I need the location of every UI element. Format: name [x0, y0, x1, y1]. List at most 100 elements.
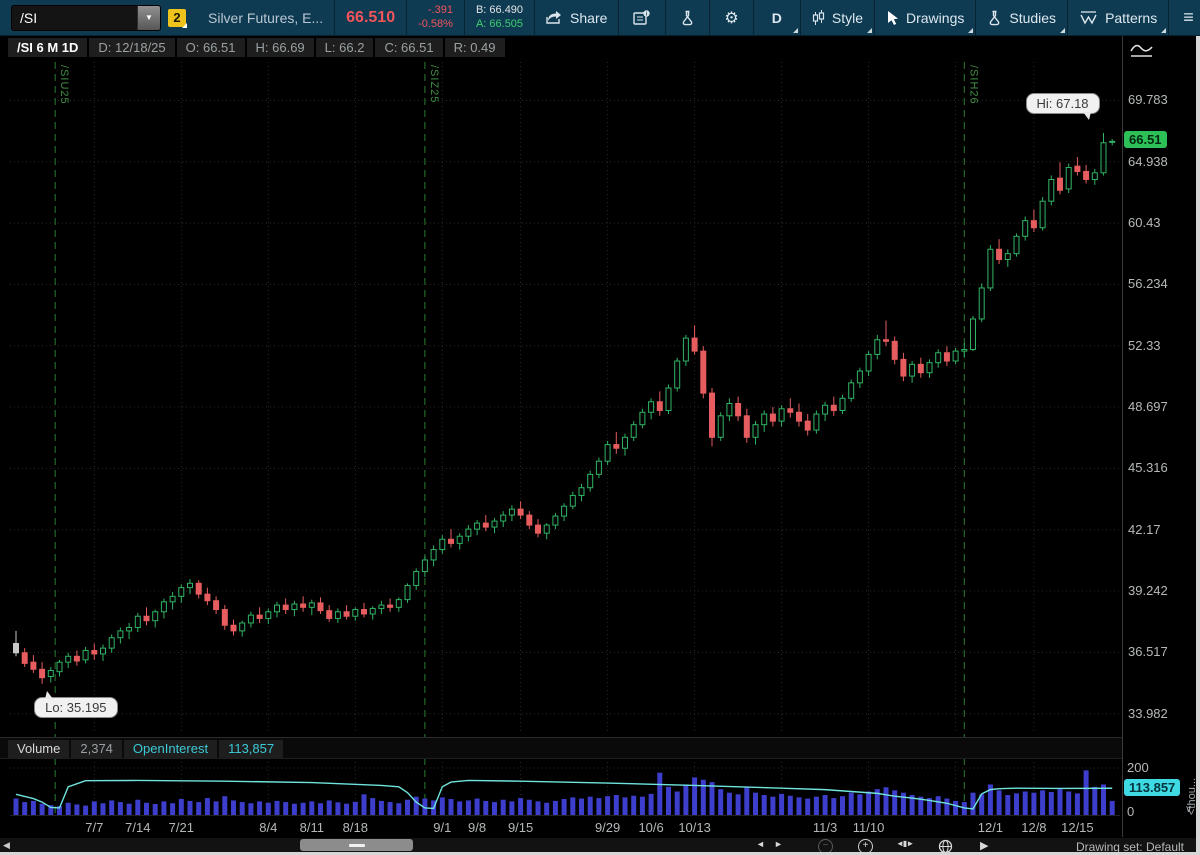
price-tick-label: 33.982 [1128, 705, 1168, 721]
bottom-scroll-bar [0, 838, 1196, 852]
timeframe-label: D [771, 9, 782, 26]
window-border-bottom [0, 852, 1200, 855]
reports-button[interactable]: i [619, 0, 667, 35]
time-tick-label: 9/1 [433, 820, 452, 835]
time-tick-label: 7/21 [168, 820, 194, 835]
volume-axis-max: 200 [1127, 760, 1149, 775]
low-annotation: Lo: 35.195 [34, 690, 118, 718]
time-tick-label: 9/8 [468, 820, 487, 835]
price-change: -.391 [427, 4, 453, 17]
bar-width-icon[interactable]: ◄▮► [896, 839, 914, 848]
open-interest-value: 113,857 [219, 740, 284, 758]
studies-flask-icon [987, 10, 1002, 26]
studies-button[interactable]: Studies [976, 0, 1069, 35]
price-tick-label: 64.938 [1128, 153, 1168, 169]
volume-header: Volume 2,374 OpenInterest 113,857 [0, 737, 1122, 759]
scroll-left-arrow-icon[interactable]: ◀ [3, 840, 10, 850]
drawings-label: Drawings [906, 9, 965, 26]
last-price: 66.510 [346, 8, 396, 26]
drawings-button[interactable]: Drawings [875, 0, 977, 35]
price-tick-label: 39.242 [1128, 583, 1168, 599]
symbol-input[interactable]: /SI ▼ [11, 4, 161, 31]
time-tick-label: 8/4 [259, 820, 278, 835]
ohlc-low: L: 66.2 [315, 38, 374, 57]
price-tick-label: 45.316 [1128, 460, 1168, 476]
pan-right-icon[interactable]: ► [774, 839, 783, 849]
time-tick-label: 8/11 [299, 820, 324, 835]
ohlc-open: O: 66.51 [176, 38, 245, 57]
flask-icon [680, 10, 695, 26]
bid-value: B: 66.490 [475, 4, 524, 17]
price-tick-label: 60.43 [1128, 215, 1161, 231]
price-tick-label: 52.33 [1128, 337, 1161, 353]
linked-count-badge[interactable]: 2 [168, 8, 187, 28]
share-icon [546, 10, 563, 25]
play-forward-icon[interactable]: ▶ [980, 840, 989, 852]
share-button[interactable]: Share [535, 0, 620, 35]
gear-icon: ⚙ [724, 9, 739, 27]
news-report-icon: i [633, 9, 651, 26]
window-border-right [1196, 36, 1200, 855]
style-label: Style [831, 9, 863, 26]
time-tick-label: 9/15 [507, 820, 534, 835]
patterns-button[interactable]: Patterns [1068, 0, 1170, 35]
last-price-cell: 66.510 [335, 0, 408, 35]
svg-text:i: i [646, 11, 648, 17]
price-tick-label: 42.17 [1128, 521, 1161, 537]
bid-ask-cell: B: 66.490 A: 66.505 [465, 0, 536, 35]
symbol-dropdown-button[interactable]: ▼ [137, 5, 160, 30]
symbol-cell: /SI ▼ 2 [0, 0, 197, 35]
chart-menu-button[interactable]: ≡ [1169, 0, 1200, 35]
analyze-button[interactable] [666, 0, 711, 35]
high-annotation: Hi: 67.18 [1025, 92, 1100, 120]
time-tick-label: 11/3 [812, 820, 838, 835]
time-tick-label: 10/6 [638, 820, 664, 835]
price-tick-label: 69.783 [1128, 92, 1168, 108]
contract-roll-label: /SIU25 [58, 65, 71, 105]
symbol-description-cell: Silver Futures, E... [197, 0, 336, 35]
patterns-label: Patterns [1105, 9, 1158, 26]
ohlc-high: H: 66.69 [246, 38, 314, 57]
time-axis[interactable]: 7/7 7/14 7/21 8/4 8/11 8/18 9/1 9/8 9/15 9/29 10/6… [0, 817, 1122, 837]
menu-list-icon: ≡ [1183, 7, 1194, 27]
time-tick-label: 12/1 [977, 820, 1004, 835]
contract-roll-label: /SIZ25 [427, 65, 440, 104]
open-interest-axis-badge: 113.857 [1124, 779, 1181, 797]
drawing-set-label[interactable]: Drawing set: Default [1075, 840, 1184, 854]
contract-roll-label: /SIH26 [967, 65, 980, 105]
chart-title: /SI 6 M 1D [8, 38, 88, 57]
price-change-pct: -0.58% [418, 17, 453, 30]
price-tick-label: 48.697 [1128, 399, 1168, 415]
time-tick-label: 11/10 [852, 820, 885, 835]
symbol-text[interactable]: /SI [20, 9, 38, 26]
share-label: Share [570, 9, 608, 26]
timeframe-button[interactable]: D [754, 0, 801, 35]
change-cell: -.391 -0.58% [407, 0, 465, 35]
volume-axis-zero: 0 [1127, 804, 1135, 819]
top-toolbar: /SI ▼ 2 Silver Futures, E... 66.510 -.39… [0, 0, 1200, 36]
price-axis[interactable]: 69.783 64.938 60.43 56.234 52.33 48.697 45.316… [1122, 36, 1196, 837]
patterns-icon [1079, 10, 1098, 25]
studies-label: Studies [1009, 9, 1057, 26]
ask-value: A: 66.505 [475, 17, 524, 30]
time-tick-label: 10/13 [678, 820, 711, 835]
last-price-axis-badge: 66.51 [1124, 131, 1167, 149]
panel-collapse-chevron-icon[interactable]: ∨ [1185, 804, 1193, 815]
open-interest-label: OpenInterest [123, 740, 218, 758]
horizontal-scrollbar-thumb[interactable] [300, 839, 413, 851]
cursor-icon [886, 10, 899, 26]
pan-left-icon[interactable]: ◄ [756, 839, 765, 849]
symbol-description: Silver Futures, E... [208, 9, 324, 26]
time-tick-label: 9/29 [594, 820, 621, 835]
settings-button[interactable]: ⚙ [710, 0, 754, 35]
candlestick-style-icon [812, 9, 825, 26]
volume-value: 2,374 [71, 740, 122, 758]
chevron-down-icon: ▼ [145, 13, 153, 22]
time-tick-label: 7/14 [125, 820, 151, 835]
style-button[interactable]: Style [801, 0, 875, 35]
chart-mode-icon[interactable] [1127, 40, 1155, 67]
time-tick-label: 12/8 [1021, 820, 1047, 835]
ohlc-date: D: 12/18/25 [89, 38, 175, 57]
time-tick-label: 7/7 [85, 820, 104, 835]
